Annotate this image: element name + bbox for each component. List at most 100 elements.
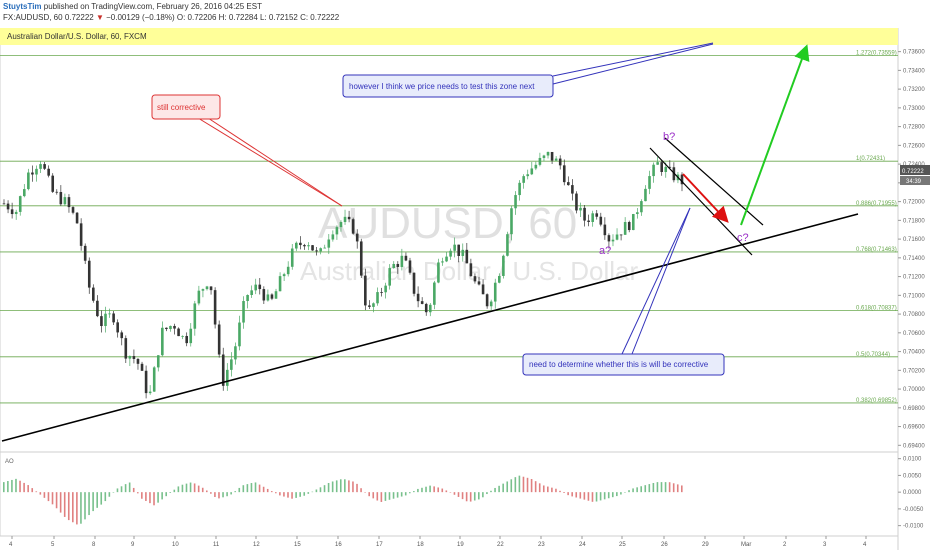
channel-lower-line[interactable] <box>649 147 753 256</box>
oscillator-bar <box>425 486 427 493</box>
candle-body <box>461 249 465 256</box>
oscillator-bar <box>376 492 379 501</box>
candle-body <box>148 391 152 394</box>
candle-body <box>331 234 335 240</box>
candle-body <box>295 242 298 249</box>
oscillator-bar <box>396 492 399 498</box>
time-tick-label: 16 <box>335 542 342 548</box>
price-tick-label: 0.69600 <box>903 425 925 431</box>
publish-info: published on TradingView.com, February 2… <box>43 2 262 11</box>
oscillator-bar <box>80 492 82 524</box>
candle-body <box>339 222 343 228</box>
oscillator-bar <box>400 492 403 497</box>
oscillator-bar <box>226 492 228 497</box>
candle-body <box>388 268 391 286</box>
candle-body <box>404 255 408 261</box>
oscillator-bar <box>514 477 517 493</box>
candle-body <box>22 189 26 197</box>
oscillator-bar <box>283 492 285 497</box>
oscillator-bar <box>327 482 330 493</box>
candle-body <box>250 290 253 295</box>
oscillator-bar <box>15 478 17 493</box>
candle-body <box>108 313 111 315</box>
oscillator-bar <box>258 484 261 493</box>
candle-body <box>648 176 651 189</box>
candle-body <box>428 304 432 313</box>
candle-body <box>558 158 562 166</box>
oscillator-bar <box>128 482 131 493</box>
oscillator-bar <box>530 479 533 493</box>
candle-body <box>290 248 294 267</box>
candle-body <box>47 168 50 176</box>
oscillator-bar <box>360 488 362 493</box>
candle-body <box>144 370 148 394</box>
candle-body <box>136 358 140 364</box>
oscillator-bar <box>120 486 123 493</box>
oscillator-bar <box>518 475 521 493</box>
oscillator-bar <box>433 486 435 493</box>
candle-body <box>514 195 517 209</box>
oscillator-bar <box>482 492 484 498</box>
candle-body <box>165 327 168 330</box>
oscillator-bar <box>116 488 119 493</box>
oscillator-bar <box>457 492 460 497</box>
callout-pointer-corrective-2 <box>207 117 343 207</box>
candle-body <box>286 266 290 275</box>
time-axis[interactable]: 4 5 8 9 10 11 12 15 16 17 18 19 22 23 24 25 26 29 Mar 2 3 4 <box>9 536 867 548</box>
oscillator-bar <box>510 479 513 493</box>
price-tick-label: 0.70200 <box>903 368 925 374</box>
callout-box-zone[interactable] <box>342 74 554 98</box>
oscillator-bar <box>210 492 212 494</box>
oscillator-bar <box>547 486 549 493</box>
candle-body <box>408 260 412 273</box>
oscillator-bar <box>47 492 50 502</box>
oscillator-bar <box>136 492 139 494</box>
time-tick-label: 9 <box>131 542 135 548</box>
oscillator-bar <box>311 491 314 493</box>
candle-body <box>319 248 322 252</box>
oscillator-bar <box>538 483 541 493</box>
red-arrow[interactable] <box>682 173 729 223</box>
candle-body <box>254 284 258 291</box>
candle-body <box>599 216 603 225</box>
candle-body <box>59 192 63 205</box>
oscillator-bar <box>664 482 667 493</box>
time-tick-label: 22 <box>497 542 504 548</box>
oscillator-bar <box>656 482 659 493</box>
candle-body <box>445 256 448 262</box>
callout-pointer-determine <box>621 207 691 355</box>
oscillator-bar <box>672 483 675 493</box>
time-tick-label: 26 <box>661 542 668 548</box>
candle-body <box>152 367 156 392</box>
candle-body <box>83 245 87 261</box>
candle-body <box>384 285 387 293</box>
fib-level-label: 0.768(0.71463) <box>856 247 897 253</box>
candle-body <box>258 284 262 290</box>
callout-box-corrective[interactable] <box>151 94 221 120</box>
callout-box-determine[interactable] <box>522 353 725 376</box>
oscillator-bar <box>63 492 66 517</box>
candle-body <box>311 245 314 251</box>
green-arrow[interactable] <box>740 44 810 226</box>
price-axis[interactable]: 0.73600 0.73400 0.73200 0.73000 0.72800 0.726… <box>898 50 925 450</box>
oscillator-bar <box>526 477 529 493</box>
oscillator-bar <box>104 492 107 502</box>
candle-body <box>542 155 546 158</box>
oscillator-bar <box>275 492 277 494</box>
candle-body <box>660 162 664 172</box>
author-name[interactable]: StuytsTim <box>3 2 42 11</box>
oscillator-bar <box>616 492 618 497</box>
trend-line[interactable] <box>1 213 859 442</box>
oscillator-bar <box>620 492 622 495</box>
price-chart[interactable]: Australian Dollar/U.S. Dollar, 60, FXCM … <box>0 28 932 550</box>
time-tick-label: 29 <box>702 542 709 548</box>
callout-text-zone: however I think we price needs to test t… <box>349 82 535 91</box>
candle-body <box>506 234 509 256</box>
candle-body <box>238 322 241 347</box>
oscillator-tick-label: 0.0100 <box>903 457 922 463</box>
oscillator-bar <box>201 487 204 493</box>
candle-body <box>546 151 550 156</box>
candle-body <box>627 222 631 231</box>
oscillator-bar <box>145 492 147 501</box>
candle-body <box>335 227 339 235</box>
